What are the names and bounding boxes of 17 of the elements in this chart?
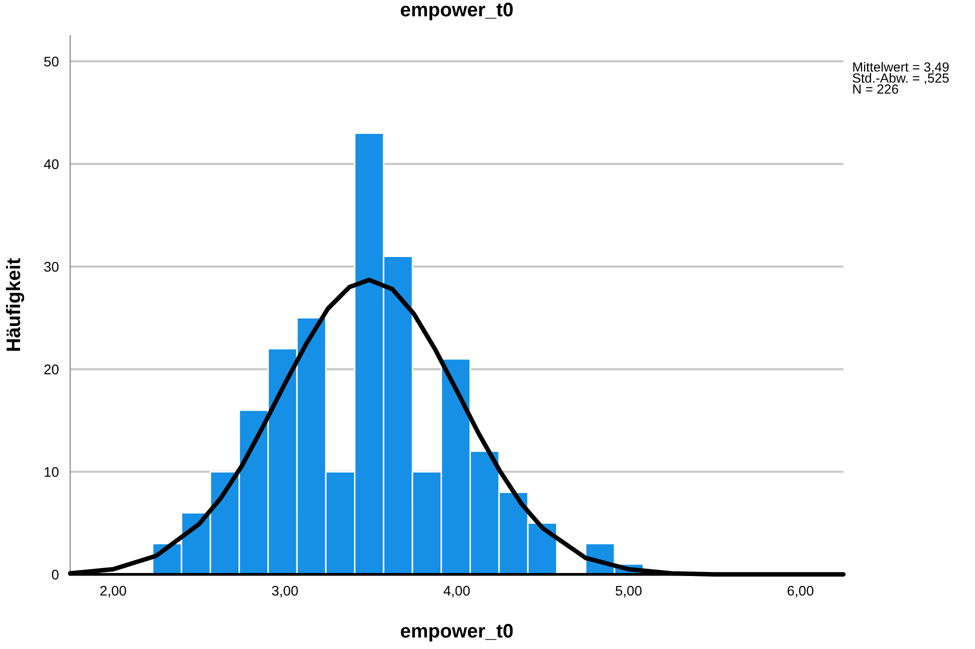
text: Mittelwert = 3,49 [853,62,949,74]
text: N = 226 [853,84,898,94]
x-tick-label: 4,00 [444,586,470,598]
x-tick-label: 3,00 [272,586,298,598]
x-tick-label: 5,00 [616,586,642,598]
x-tick-label: 2,00 [100,586,126,598]
y-tick-label: 10 [44,467,59,477]
y-tick-label: 0 [52,570,59,580]
text: Std.-Abw. = ,525 [852,73,949,84]
y-tick-label: 20 [44,364,59,374]
chart-title: empower_t0 [400,2,513,20]
y-tick-label: 50 [44,56,59,67]
y-tick-label: 40 [44,159,59,170]
y-axis-title: Häufigkeit [6,258,24,351]
x-axis-title: empower_t0 [400,624,513,642]
y-tick-label: 30 [44,262,59,272]
x-tick-label: 6,00 [788,586,814,598]
